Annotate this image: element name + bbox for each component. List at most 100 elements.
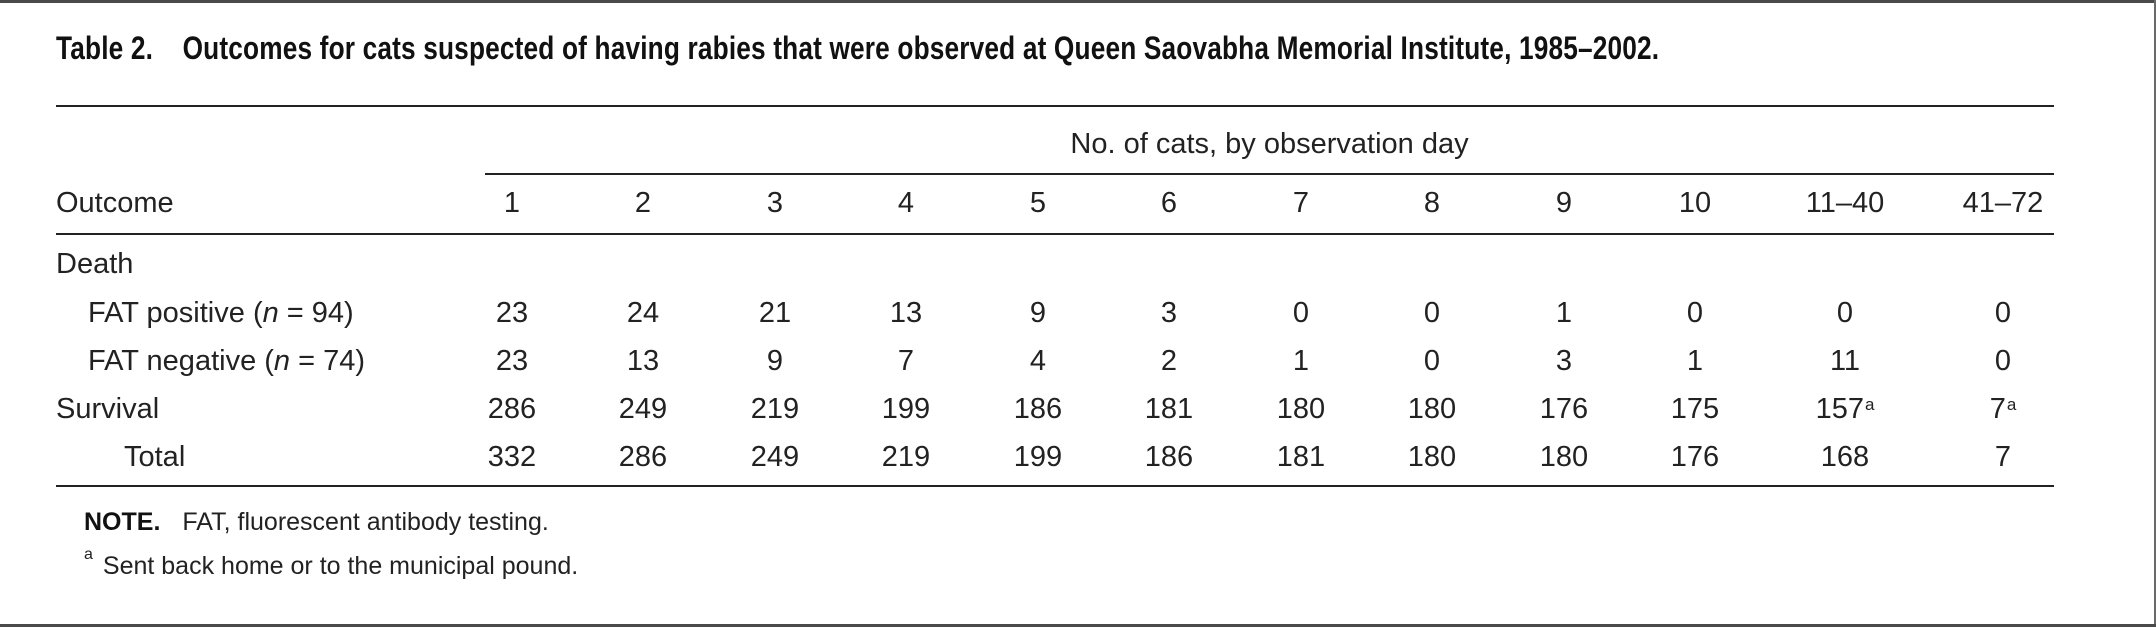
- cell-value: 176: [1539, 393, 1589, 425]
- column-header: 11–40: [1805, 187, 1885, 219]
- table-cell: 23: [452, 344, 572, 378]
- table-cell: 3: [1504, 344, 1624, 378]
- column-header: 41–72: [1962, 187, 2044, 219]
- table-bottom-rule: [56, 485, 2054, 487]
- cell-value: 23: [495, 345, 529, 377]
- footnote-mark: a: [84, 546, 93, 563]
- frame-bottom-border: [0, 624, 2156, 627]
- cell-value: 181: [1276, 441, 1326, 473]
- table-cell: 24: [583, 296, 703, 330]
- cell-value: 24: [626, 297, 660, 329]
- cell-value: 4: [1029, 345, 1047, 377]
- cell-value: 181: [1144, 393, 1194, 425]
- table-cell: 332: [452, 440, 572, 474]
- cell-value: 180: [1276, 393, 1326, 425]
- table-cell: 0: [1943, 296, 2063, 330]
- column-header: 5: [1029, 187, 1047, 219]
- table-cell: 3: [1109, 296, 1229, 330]
- table-cell: 0: [1785, 296, 1905, 330]
- cell-value: 199: [1013, 441, 1063, 473]
- frame-right-border: [2154, 0, 2156, 627]
- cell-value: 332: [487, 441, 537, 473]
- cell-value: 21: [758, 297, 792, 329]
- table-cell: 1: [1635, 344, 1755, 378]
- table-cell: 23: [452, 296, 572, 330]
- row-label: FAT negative (n = 74): [88, 344, 365, 378]
- table-footnote: a Sent back home or to the municipal poun…: [84, 546, 578, 581]
- header-bottom-rule: [56, 233, 2054, 235]
- table-cell: 186: [1109, 440, 1229, 474]
- table-cell: 180: [1372, 392, 1492, 426]
- cell-value: 286: [487, 393, 537, 425]
- row-label-suffix: = 74): [290, 345, 366, 377]
- table-cell: 9: [978, 296, 1098, 330]
- stub-header: Outcome: [56, 187, 174, 219]
- cell-value: 186: [1013, 393, 1063, 425]
- column-header: 1: [503, 187, 521, 219]
- row-label: Total: [124, 441, 186, 473]
- table-cell: 4: [978, 344, 1098, 378]
- table-cell: 186: [978, 392, 1098, 426]
- cell-value: 3: [1555, 345, 1573, 377]
- cell-value: 219: [750, 393, 800, 425]
- table-caption-label: Table 2.: [56, 30, 154, 66]
- cell-value: 7: [1989, 393, 2006, 425]
- row-label-suffix: = 94): [278, 297, 354, 329]
- note-text: FAT, fluorescent antibody testing.: [182, 508, 549, 536]
- table-cell: 180: [1241, 392, 1361, 426]
- table-cell: 0: [1241, 296, 1361, 330]
- cell-value: 157: [1815, 393, 1864, 425]
- table-cell: 0: [1943, 344, 2063, 378]
- cell-value: 13: [889, 297, 923, 329]
- cell-value: 3: [1160, 297, 1178, 329]
- table-cell: 181: [1241, 440, 1361, 474]
- cell-value: 168: [1820, 441, 1870, 473]
- footnote-mark-ref: a: [1864, 395, 1875, 414]
- table-cell: 286: [583, 440, 703, 474]
- cell-value: 219: [881, 441, 931, 473]
- cell-value: 0: [1836, 297, 1854, 329]
- cell-value: 186: [1144, 441, 1194, 473]
- table-cell: 199: [978, 440, 1098, 474]
- row-label: FAT positive (n = 94): [88, 296, 354, 330]
- table-cell: 0: [1372, 296, 1492, 330]
- table-cell: 13: [583, 344, 703, 378]
- table-cell: 181: [1109, 392, 1229, 426]
- cell-value: 1: [1292, 345, 1310, 377]
- table-cell: 199: [846, 392, 966, 426]
- cell-value: 286: [618, 441, 668, 473]
- cell-value: 199: [881, 393, 931, 425]
- cell-value: 0: [1423, 297, 1441, 329]
- row-label-prefix: FAT negative (: [88, 345, 274, 377]
- cell-value: 1: [1686, 345, 1704, 377]
- table-cell: 219: [715, 392, 835, 426]
- table-cell: 7: [1943, 440, 2063, 474]
- cell-value: 0: [1686, 297, 1704, 329]
- cell-value: 2: [1160, 345, 1178, 377]
- table-cell: 1: [1504, 296, 1624, 330]
- table-caption: Table 2. Outcomes for cats suspected of h…: [56, 30, 1659, 67]
- table-cell: 1: [1241, 344, 1361, 378]
- cell-value: 175: [1670, 393, 1720, 425]
- table-cell: 180: [1504, 440, 1624, 474]
- table-cell: 21: [715, 296, 835, 330]
- note-label: NOTE.: [84, 508, 161, 536]
- cell-value: 7: [897, 345, 915, 377]
- table-cell: 249: [583, 392, 703, 426]
- column-header: 8: [1423, 187, 1441, 219]
- table-cell: 176: [1635, 440, 1755, 474]
- cell-value: 180: [1539, 441, 1589, 473]
- column-header: 4: [897, 187, 915, 219]
- table-cell: 13: [846, 296, 966, 330]
- table-cell: 180: [1372, 440, 1492, 474]
- table-cell: 249: [715, 440, 835, 474]
- table-top-rule: [56, 105, 2054, 107]
- table-cell: 0: [1372, 344, 1492, 378]
- column-header: 6: [1160, 187, 1178, 219]
- table-cell: 7a: [1943, 392, 2063, 426]
- table-cell: 286: [452, 392, 572, 426]
- table-cell: 176: [1504, 392, 1624, 426]
- cell-value: 0: [1423, 345, 1441, 377]
- column-header: 2: [634, 187, 652, 219]
- cell-value: 180: [1407, 393, 1457, 425]
